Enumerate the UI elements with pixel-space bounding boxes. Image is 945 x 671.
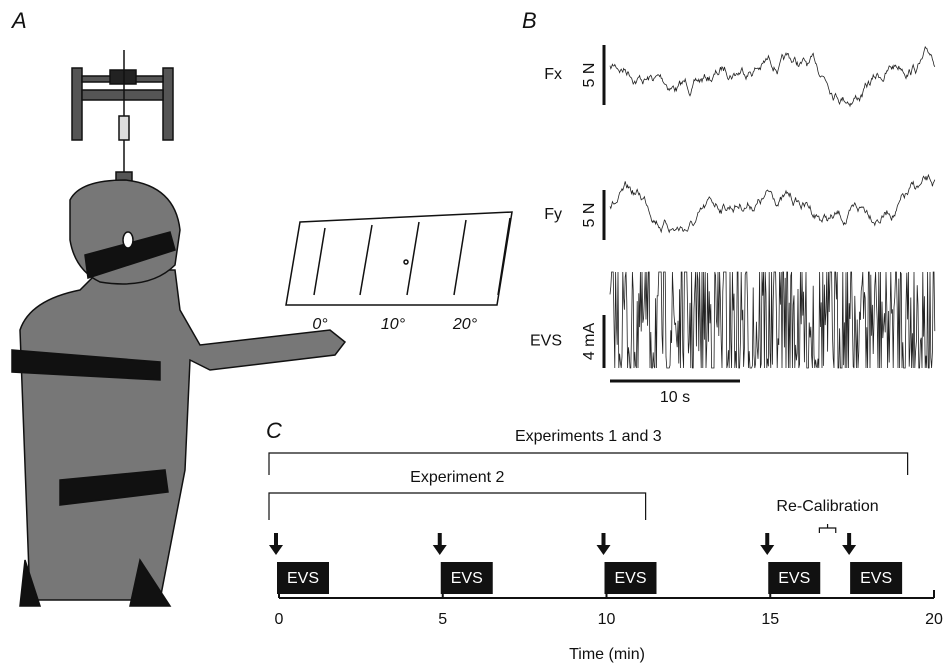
- trace: [610, 175, 935, 232]
- span-label: Experiment 2: [410, 469, 504, 486]
- stimulus-arrow: [433, 533, 447, 555]
- stimulus-arrow: [760, 533, 774, 555]
- trace-name: Fy: [544, 206, 562, 223]
- span-bracket: [269, 453, 908, 475]
- stimulus-label: EVS: [860, 570, 892, 587]
- time-scale-label: 10 s: [660, 389, 690, 406]
- figure: A B C 0° 10° 20° Fx 5 N Fy 5 N EVS 4 mA 10 s 0…: [0, 0, 945, 666]
- x-axis-label: Time (min): [569, 646, 645, 663]
- angle-label: 20°: [452, 316, 478, 333]
- angle-label: 10°: [381, 316, 406, 333]
- scale-label: 5 N: [581, 63, 598, 88]
- stimulus-arrow: [269, 533, 283, 555]
- panel-label: B: [522, 8, 537, 33]
- stimulus-label: EVS: [778, 570, 810, 587]
- panel-c: 0 5 10 15 20 Time (min) EVS EVS EVS EVS EVS Experim…: [269, 428, 943, 663]
- stimulus-arrow: [842, 533, 856, 555]
- stimulus-label: EVS: [287, 570, 319, 587]
- recalibration-label: Re-Calibration: [776, 498, 878, 515]
- scale-label: 4 mA: [581, 323, 598, 361]
- stimulus-label: EVS: [614, 570, 646, 587]
- x-tick-label: 15: [761, 611, 779, 628]
- scale-label: 5 N: [581, 203, 598, 228]
- subject-illustration: [12, 50, 345, 606]
- panel-label: A: [10, 8, 27, 33]
- x-tick-label: 5: [438, 611, 447, 628]
- x-tick-label: 0: [275, 611, 284, 628]
- target-board: [286, 212, 512, 305]
- x-tick-label: 10: [598, 611, 616, 628]
- trace: [610, 272, 935, 368]
- panel-label: C: [266, 418, 282, 443]
- span-bracket: [269, 493, 646, 520]
- panel-b: Fx 5 N Fy 5 N EVS 4 mA 10 s: [530, 45, 935, 406]
- trace-name: Fx: [544, 66, 562, 83]
- x-tick-label: 20: [925, 611, 943, 628]
- angle-label: 0°: [312, 316, 328, 333]
- stimulus-label: EVS: [451, 570, 483, 587]
- trace: [610, 47, 935, 106]
- trace-name: EVS: [530, 333, 562, 350]
- span-label: Experiments 1 and 3: [515, 428, 662, 445]
- recalibration-bracket: [819, 524, 835, 533]
- stimulus-arrow: [597, 533, 611, 555]
